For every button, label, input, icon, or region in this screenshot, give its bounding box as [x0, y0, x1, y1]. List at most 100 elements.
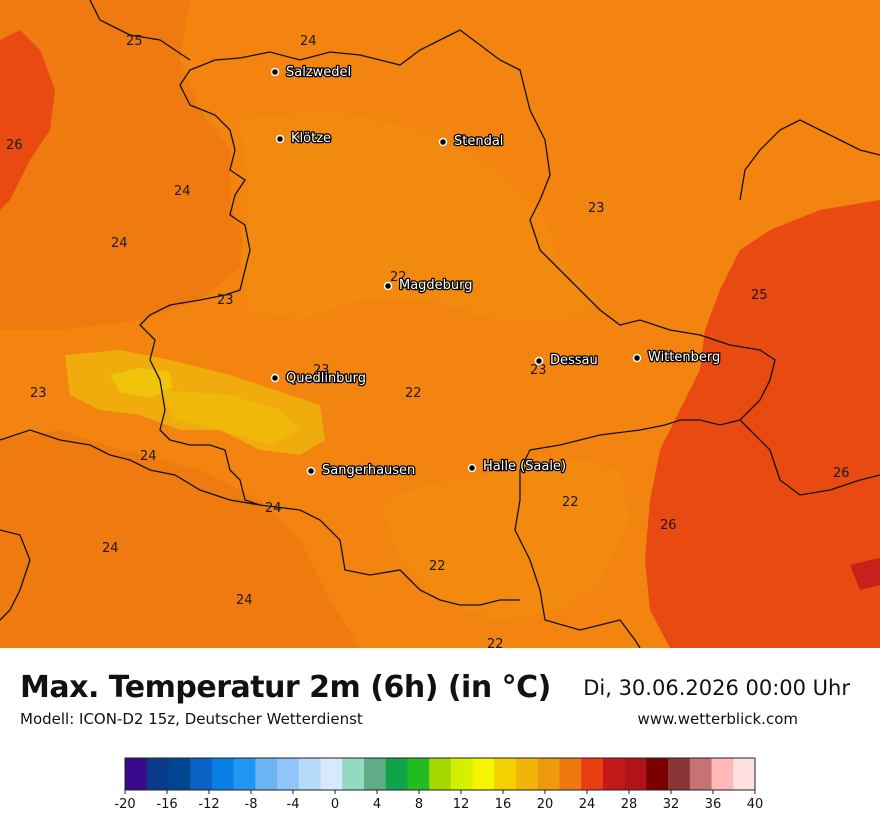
model-source: Modell: ICON-D2 15z, Deutscher Wetterdie…: [20, 710, 363, 728]
border-southwest: [0, 429, 261, 506]
legend-frame: [124, 757, 756, 791]
legend-swatch: [211, 758, 235, 790]
legend-swatch: [363, 758, 387, 790]
legend-swatch: [277, 758, 300, 790]
legend-tick-label: 0: [331, 797, 339, 812]
temp-value: 25: [751, 288, 768, 303]
legend-swatch: [429, 758, 452, 790]
temp-value: 26: [833, 466, 850, 481]
color-legend: -20 -16 -12 -8 -4 0 4 8 12 16 20 24 28 32 36 40: [114, 757, 763, 812]
city-label: Magdeburg: [399, 278, 473, 293]
temp-value: 26: [660, 518, 677, 533]
legend-ticks: -20 -16 -12 -8 -4 0 4 8 12 16 20 24 28 32 36 40: [114, 790, 763, 812]
city-sangerhausen: Sangerhausen: [306, 462, 417, 479]
temp-value: 22: [405, 386, 422, 401]
legend-tick-label: 28: [621, 797, 638, 812]
hot-zone-east: [645, 200, 880, 648]
legend-swatch: [168, 758, 191, 790]
legend-swatches: [125, 758, 756, 790]
site-url: www.wetterblick.com: [637, 710, 798, 728]
city-kloetze: Klötze: [275, 130, 332, 147]
city-label: Quedlinburg: [286, 371, 366, 386]
temp-value: 24: [300, 34, 317, 49]
city-dessau: Dessau: [534, 352, 599, 369]
city-wittenberg: Wittenberg: [632, 349, 722, 366]
legend-swatch: [537, 758, 560, 790]
legend-swatch: [255, 758, 278, 790]
legend-swatch: [559, 758, 582, 790]
temp-value: 26: [6, 138, 23, 153]
city-label: Wittenberg: [648, 350, 720, 365]
hot-zone-east-dark: [850, 558, 880, 590]
city-magdeburg: Magdeburg: [383, 277, 474, 294]
legend-swatch: [689, 758, 712, 790]
temp-value: 22: [429, 559, 446, 574]
warm-zone-southwest: [0, 430, 360, 648]
border-northeast: [739, 119, 880, 201]
cool-zone-south: [380, 460, 630, 620]
legend-swatch: [407, 758, 430, 790]
temp-value: 23: [217, 293, 234, 308]
temp-value: 24: [102, 541, 119, 556]
legend-swatch: [668, 758, 691, 790]
legend-tick-label: 40: [747, 797, 764, 812]
legend-tick-label: 32: [663, 797, 680, 812]
temp-value: 24: [265, 501, 282, 516]
border-sw-bottom: [0, 529, 31, 621]
legend-swatch: [581, 758, 604, 790]
legend-swatch: [494, 758, 517, 790]
city-label: Halle (Saale): [483, 459, 566, 474]
temp-value: 24: [140, 449, 157, 464]
forecast-date: Di, 30.06.2026 00:00 Uhr: [583, 676, 850, 700]
city-markers: Salzwedel Klötze Stendal Magdeburg Dessa…: [270, 64, 722, 479]
border-north-west: [89, 0, 191, 61]
city-label: Sangerhausen: [322, 463, 415, 478]
border-saxony-anhalt: [239, 29, 776, 648]
temperature-values: 25 24 26 24 24 23 22 23 25 23 22 23 23 2…: [6, 34, 850, 648]
border-east: [739, 419, 880, 496]
legend-swatch: [298, 758, 321, 790]
city-salzwedel: Salzwedel: [270, 64, 352, 81]
legend-tick-label: -12: [198, 797, 219, 812]
legend-swatch: [146, 758, 169, 790]
legend-swatch: [342, 758, 365, 790]
legend-tick-label: 4: [373, 797, 381, 812]
temp-value: 22: [562, 495, 579, 510]
legend-tick-label: 8: [415, 797, 423, 812]
harz-cool-patch-2: [160, 390, 300, 445]
temp-value: 23: [588, 201, 605, 216]
temp-value: 22: [487, 637, 504, 648]
city-label: Dessau: [550, 353, 598, 368]
legend-swatch: [472, 758, 495, 790]
city-quedlinburg: Quedlinburg: [270, 370, 367, 387]
legend-swatch: [624, 758, 647, 790]
city-label: Klötze: [291, 131, 331, 146]
legend-tick-label: -8: [245, 797, 258, 812]
legend-swatch: [190, 758, 213, 790]
legend-tick-label: 20: [537, 797, 554, 812]
legend-swatch: [733, 758, 756, 790]
legend-swatch: [646, 758, 669, 790]
city-label: Stendal: [454, 134, 503, 149]
legend-swatch: [125, 758, 148, 790]
cool-zone-center: [240, 110, 600, 320]
border-west: [139, 57, 261, 506]
temp-value: 24: [236, 593, 253, 608]
temp-value: 23: [30, 386, 47, 401]
temp-value: 25: [126, 34, 143, 49]
legend-tick-label: 12: [453, 797, 470, 812]
temp-value: 23: [313, 363, 330, 378]
temp-value: 24: [111, 236, 128, 251]
temp-value: 22: [390, 270, 407, 285]
state-borders: [0, 0, 880, 648]
warm-zone-west: [0, 0, 250, 330]
hot-zone-west: [0, 30, 55, 210]
city-label: Salzwedel: [286, 65, 351, 80]
map-title: Max. Temperatur 2m (6h) (in °C): [20, 670, 551, 705]
city-stendal: Stendal: [438, 133, 505, 150]
legend-swatch: [711, 758, 734, 790]
legend-tick-label: 24: [579, 797, 596, 812]
legend-tick-label: 16: [495, 797, 512, 812]
legend-swatch: [602, 758, 626, 790]
legend-swatch: [320, 758, 343, 790]
